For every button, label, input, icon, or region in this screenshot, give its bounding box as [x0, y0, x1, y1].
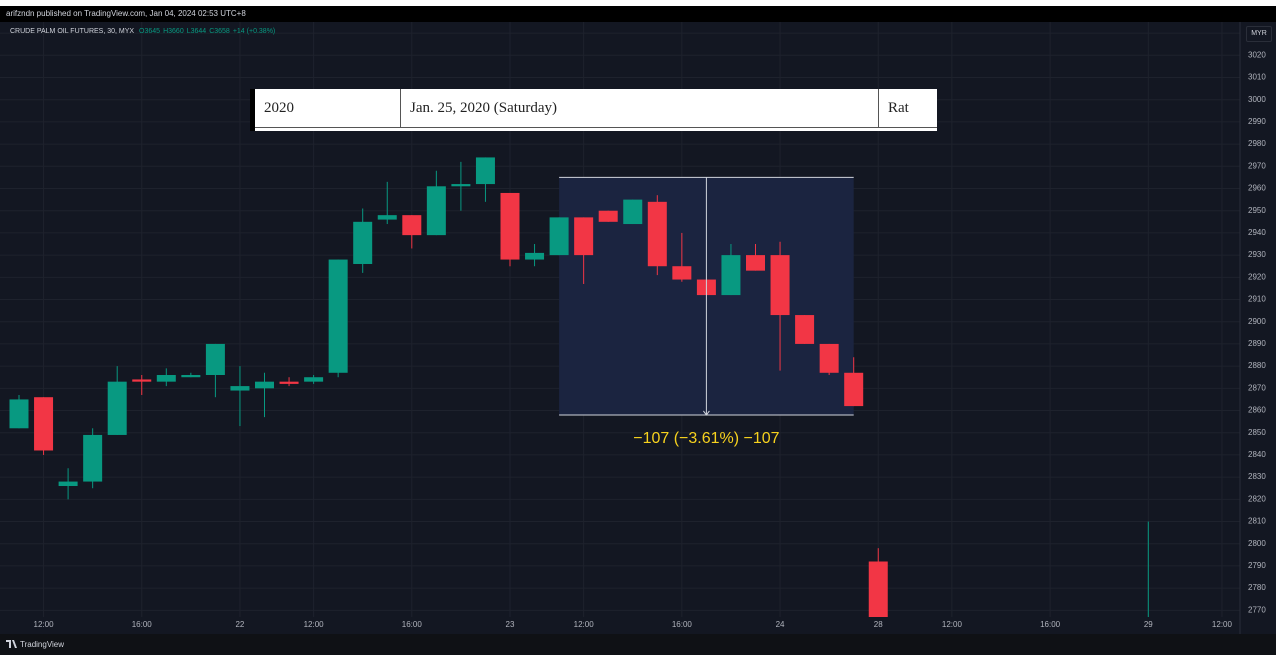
candle-body: [598, 210, 618, 222]
candle-body: [304, 377, 324, 382]
candle-body: [549, 217, 569, 256]
y-tick-label: 3000: [1248, 95, 1266, 104]
y-tick-label: 3010: [1248, 73, 1266, 82]
x-tick-label: 29: [1144, 620, 1153, 629]
candle-body: [500, 192, 520, 260]
legend-value: H3660: [163, 28, 184, 35]
x-tick-label: 12:00: [34, 620, 55, 629]
chart-frame: arifzndn published on TradingView.com, J…: [0, 6, 1276, 655]
table-cell: Rat: [879, 89, 937, 128]
candle-body: [451, 184, 471, 187]
y-tick-label: 2990: [1248, 117, 1266, 126]
candle-body: [230, 386, 250, 391]
y-tick-label: 2810: [1248, 517, 1266, 526]
table-cell: 2020: [255, 89, 401, 128]
candle-body: [34, 397, 54, 451]
x-tick-label: 12:00: [942, 620, 963, 629]
y-tick-label: 2930: [1248, 250, 1266, 259]
candle-body: [279, 381, 299, 384]
candle-body: [83, 434, 103, 482]
candle-body: [475, 157, 495, 185]
y-tick-label: 2870: [1248, 383, 1266, 392]
legend-value: O3645: [139, 28, 161, 35]
x-tick-label: 16:00: [1040, 620, 1061, 629]
legend-value: +14 (+0.38%): [232, 28, 276, 35]
candle-body: [868, 561, 888, 617]
candle-body: [721, 255, 741, 296]
y-tick-label: 3020: [1248, 50, 1266, 59]
y-tick-label: 2880: [1248, 361, 1266, 370]
candle-body: [181, 375, 201, 378]
y-tick-label: 2850: [1248, 428, 1266, 437]
x-tick-label: 12:00: [304, 620, 325, 629]
candle-body: [746, 255, 765, 271]
candle-body: [353, 221, 373, 264]
y-tick-label: 2830: [1248, 472, 1266, 481]
brand-name: TradingView: [20, 640, 65, 649]
candle-body: [844, 372, 864, 407]
x-tick-label: 16:00: [672, 620, 693, 629]
y-tick-label: 2980: [1248, 139, 1266, 148]
y-tick-label: 2790: [1248, 561, 1266, 570]
y-tick-label: 2890: [1248, 339, 1266, 348]
brand-logo: [6, 640, 17, 648]
y-tick-label: 2960: [1248, 184, 1266, 193]
x-tick-label: 22: [235, 620, 244, 629]
candle-body: [426, 186, 446, 236]
y-tick-label: 2970: [1248, 161, 1266, 170]
candle-body: [402, 215, 422, 236]
published-bar: arifzndn published on TradingView.com, J…: [0, 6, 1276, 22]
y-tick-label: 2820: [1248, 494, 1266, 503]
x-tick-label: 28: [874, 620, 883, 629]
measure-label: −107 (−3.61%) −107: [633, 430, 779, 447]
x-tick-label: 23: [506, 620, 515, 629]
candle-body: [255, 381, 274, 389]
footer: TradingView: [0, 634, 1276, 655]
x-tick-label: 16:00: [402, 620, 423, 629]
symbol-title: CRUDE PALM OIL FUTURES, 30, MYX: [10, 28, 135, 35]
plot: −107 (−3.61%) −107: [9, 157, 1149, 617]
candle-body: [132, 379, 152, 382]
x-tick-label: 24: [776, 620, 785, 629]
y-tick-label: 2800: [1248, 539, 1266, 548]
y-tick-label: 2910: [1248, 295, 1266, 304]
candle-body: [770, 255, 790, 316]
candle-body: [9, 399, 29, 429]
candle-body: [647, 201, 667, 267]
measure-arrowhead: [703, 410, 710, 416]
candle-body: [377, 215, 397, 220]
legend-value: C3658: [209, 28, 230, 35]
chart: −107 (−3.61%) −107 2770 2780 2790 2800 2810 2…: [0, 22, 1266, 634]
candle-body: [525, 252, 545, 260]
candle-body: [107, 381, 127, 435]
y-tick-label: 2940: [1248, 228, 1266, 237]
y-tick-label: 2840: [1248, 450, 1266, 459]
x-tick-label: 12:00: [574, 620, 595, 629]
candle-body: [328, 259, 348, 373]
y-tick-label: 2900: [1248, 317, 1266, 326]
symbol-legend: CRUDE PALM OIL FUTURES, 30, MYX O3645 H36…: [10, 28, 275, 35]
candle-body: [156, 375, 176, 382]
candle-body: [205, 343, 225, 376]
table-cell: Jan. 25, 2020 (Saturday): [401, 89, 879, 128]
candle-body: [819, 343, 839, 373]
x-tick-label: 12:00: [1212, 620, 1233, 629]
x-tick-label: 16:00: [132, 620, 153, 629]
y-tick-label: 2950: [1248, 206, 1266, 215]
y-tick-label: 2860: [1248, 406, 1266, 415]
candle-body: [58, 481, 78, 487]
legend-value: L3644: [186, 28, 207, 35]
candle-body: [574, 217, 594, 256]
candle-body: [623, 199, 643, 225]
y-tick-label: 2920: [1248, 272, 1266, 281]
y-tick-label: 2770: [1248, 605, 1266, 614]
overlay-table: 2020 Jan. 25, 2020 (Saturday) Rat: [250, 89, 937, 131]
candle-body: [672, 266, 692, 280]
y-tick-label: 2780: [1248, 583, 1266, 592]
candle-body: [795, 315, 815, 344]
currency-button[interactable]: MYR: [1246, 26, 1272, 42]
